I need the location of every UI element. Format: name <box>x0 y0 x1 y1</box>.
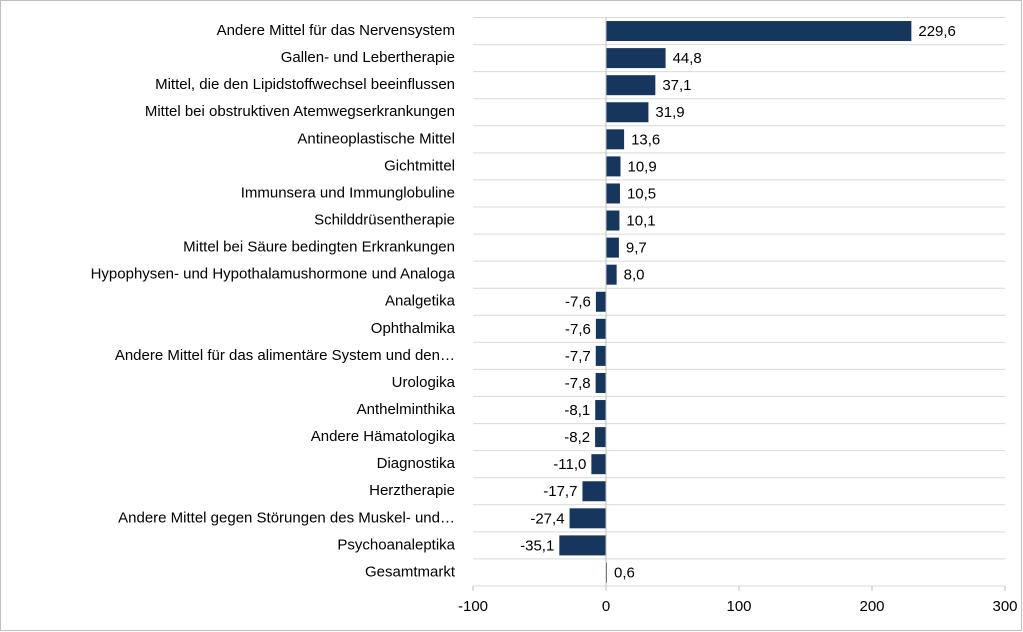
y-tick-label: Mittel bei Säure bedingten Erkrankungen <box>183 239 455 256</box>
bar <box>595 291 606 312</box>
y-tick-label: Gallen- und Lebertherapie <box>281 49 455 66</box>
value-label: 10,9 <box>627 158 656 175</box>
bar <box>559 535 606 556</box>
y-tick-label: Psychoanaleptika <box>337 536 455 553</box>
y-tick-label: Schilddrüsentherapie <box>314 212 455 229</box>
value-label: -11,0 <box>553 456 586 473</box>
y-tick-label: Anthelminthika <box>357 401 456 418</box>
x-tick-label: 100 <box>726 598 751 615</box>
y-tick-label: Gichtmittel <box>384 157 455 174</box>
bar <box>606 129 625 150</box>
y-tick-label: Andere Hämatologika <box>311 428 456 445</box>
bar <box>606 237 619 258</box>
y-tick-label: Urologika <box>392 374 456 391</box>
bar <box>595 318 606 339</box>
bar <box>606 210 620 231</box>
y-tick-label: Herztherapie <box>369 482 455 499</box>
y-tick-label: Immunsera und Immunglobuline <box>241 184 455 201</box>
x-tick-label: 300 <box>992 598 1017 615</box>
x-tick-label: 200 <box>859 598 884 615</box>
bar <box>606 102 649 123</box>
value-label: -7,6 <box>565 294 591 311</box>
bar <box>606 75 656 96</box>
value-label: -7,8 <box>565 375 591 392</box>
value-label: 9,7 <box>626 240 647 257</box>
value-label: 229,6 <box>918 23 956 40</box>
y-tick-label: Ophthalmika <box>371 320 456 337</box>
value-label: 13,6 <box>631 131 660 148</box>
y-tick-label: Mittel, die den Lipidstoffwechsel beeinf… <box>155 76 455 93</box>
value-label: -7,7 <box>565 348 591 365</box>
y-tick-label: Analgetika <box>385 293 456 310</box>
value-label: -8,1 <box>564 402 590 419</box>
y-tick-label: Hypophysen- und Hypothalamushormone und … <box>91 266 456 283</box>
value-label: 8,0 <box>624 267 645 284</box>
value-label: -8,2 <box>564 429 590 446</box>
y-tick-label: Gesamtmarkt <box>365 563 456 580</box>
value-label: 0,6 <box>614 564 635 581</box>
y-tick-label: Antineoplastische Mittel <box>297 130 455 147</box>
bar <box>606 264 617 285</box>
y-tick-label: Diagnostika <box>377 455 456 472</box>
value-label: 37,1 <box>662 77 691 94</box>
bar <box>591 454 606 475</box>
value-label: -35,1 <box>520 537 554 554</box>
bar <box>595 372 606 393</box>
bar <box>606 183 620 204</box>
x-tick-label: -100 <box>458 598 488 615</box>
value-label: -27,4 <box>530 510 564 527</box>
bar <box>569 508 606 529</box>
bar <box>606 156 621 177</box>
bar <box>606 48 666 69</box>
value-label: -17,7 <box>543 483 577 500</box>
value-label: 10,1 <box>626 213 655 230</box>
y-tick-label: Andere Mittel für das Nervensystem <box>217 22 455 39</box>
value-label: 10,5 <box>627 185 656 202</box>
x-tick-label: 0 <box>602 598 610 615</box>
y-tick-label: Andere Mittel gegen Störungen des Muskel… <box>118 509 455 526</box>
value-label: -7,6 <box>565 321 591 338</box>
bar <box>582 481 606 502</box>
value-label: 44,8 <box>673 50 702 67</box>
bar <box>595 345 606 366</box>
y-tick-label: Andere Mittel für das alimentäre System … <box>115 347 455 364</box>
bar <box>595 400 606 421</box>
value-label: 31,9 <box>655 104 684 121</box>
bar <box>606 21 912 42</box>
bar <box>595 427 606 448</box>
y-tick-label: Mittel bei obstruktiven Atemwegserkranku… <box>145 103 455 120</box>
